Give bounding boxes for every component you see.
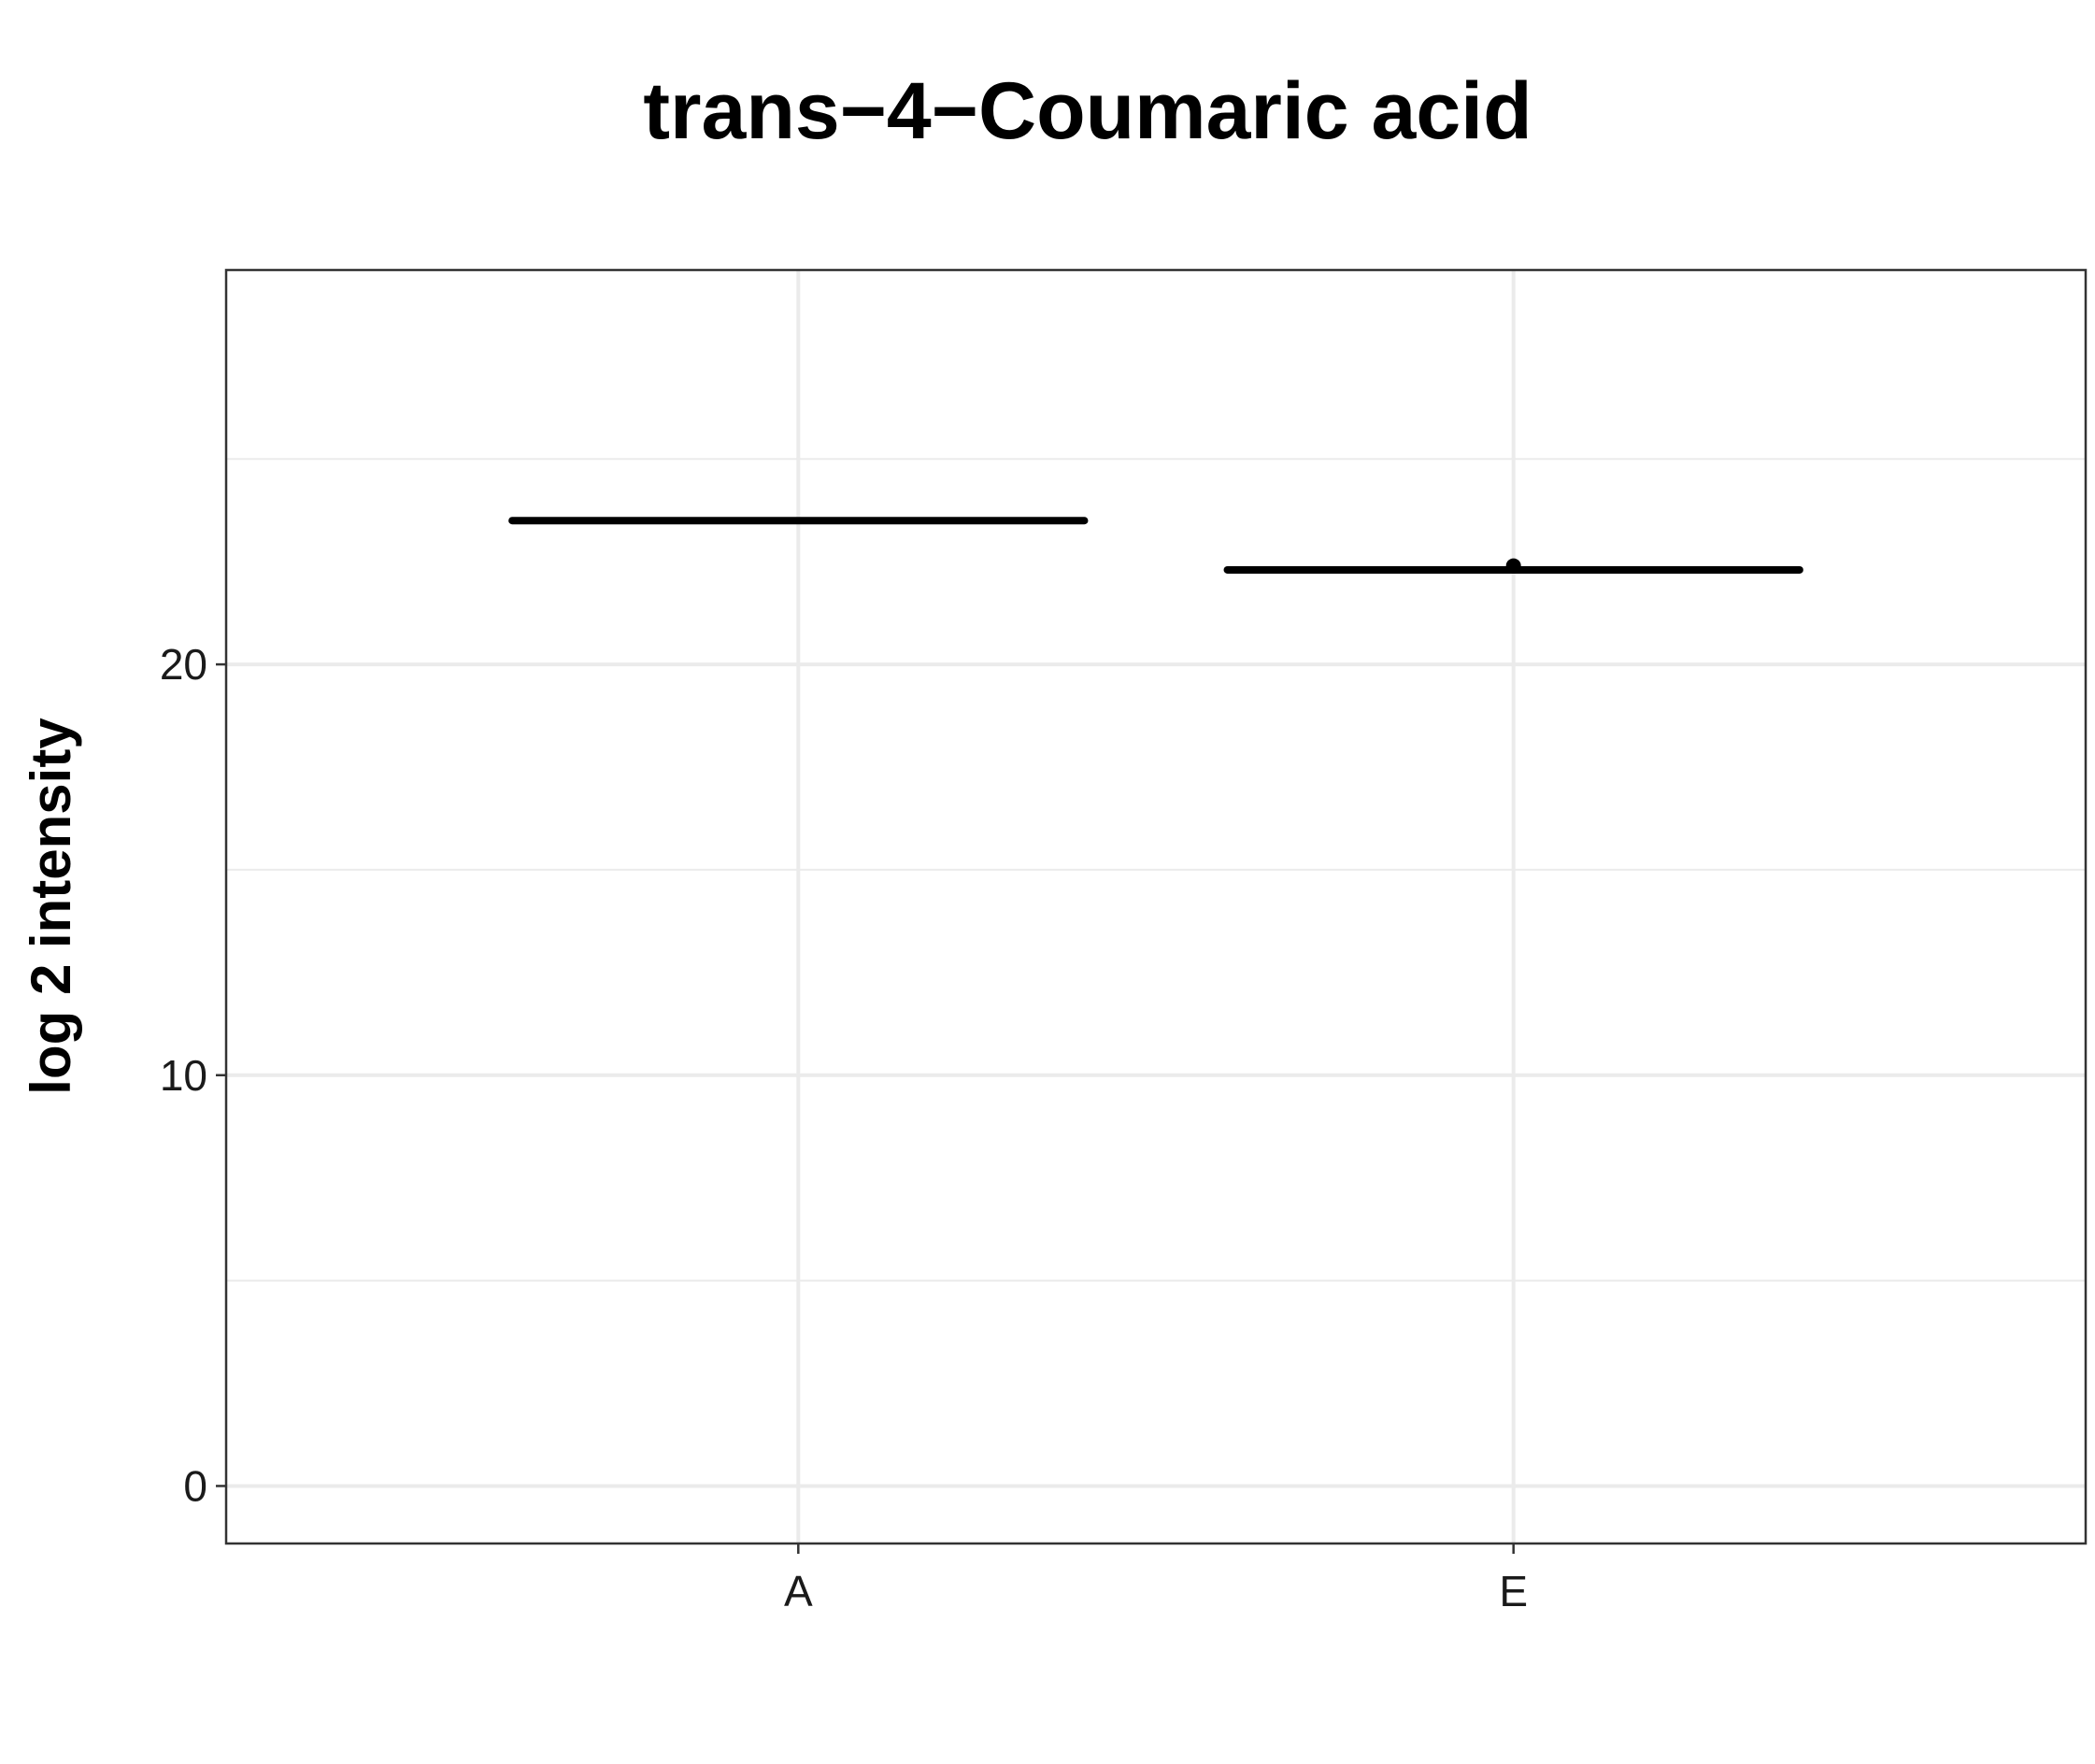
y-tick-label-0: 0	[183, 1461, 207, 1510]
x-tick-label-1: E	[1499, 1567, 1528, 1615]
y-tick-label-2: 20	[160, 640, 207, 689]
y-tick-label-1: 10	[160, 1051, 207, 1100]
panel-border	[224, 268, 2088, 1545]
chart-title: trans−4−Coumaric acid	[643, 66, 1532, 156]
boxes	[508, 517, 1803, 574]
grid-lines	[226, 270, 2086, 1544]
y-axis-label: log 2 intensity	[20, 718, 82, 1095]
x-tick-label-0: A	[784, 1567, 813, 1615]
outlier-point-E-0	[1505, 558, 1521, 574]
axes: 0 10 20 A E	[160, 640, 1528, 1615]
